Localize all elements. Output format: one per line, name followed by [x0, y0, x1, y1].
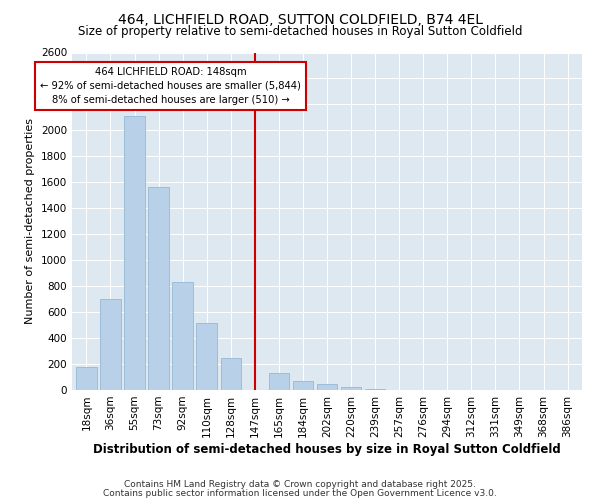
Text: Contains HM Land Registry data © Crown copyright and database right 2025.: Contains HM Land Registry data © Crown c… [124, 480, 476, 489]
Bar [100, 299, 121, 390]
Bar [317, 384, 337, 390]
Bar [76, 368, 97, 390]
Text: Contains public sector information licensed under the Open Government Licence v3: Contains public sector information licen… [103, 488, 497, 498]
Bar [172, 282, 193, 390]
Bar [148, 188, 169, 390]
Bar [221, 358, 241, 390]
Bar [124, 116, 145, 390]
Text: Size of property relative to semi-detached houses in Royal Sutton Coldfield: Size of property relative to semi-detach… [78, 25, 522, 38]
X-axis label: Distribution of semi-detached houses by size in Royal Sutton Coldfield: Distribution of semi-detached houses by … [93, 442, 561, 456]
Bar [269, 373, 289, 390]
Bar [341, 388, 361, 390]
Bar [365, 388, 385, 390]
Text: 464, LICHFIELD ROAD, SUTTON COLDFIELD, B74 4EL: 464, LICHFIELD ROAD, SUTTON COLDFIELD, B… [118, 12, 482, 26]
Text: 464 LICHFIELD ROAD: 148sqm
← 92% of semi-detached houses are smaller (5,844)
8% : 464 LICHFIELD ROAD: 148sqm ← 92% of semi… [40, 67, 301, 105]
Y-axis label: Number of semi-detached properties: Number of semi-detached properties [25, 118, 35, 324]
Bar [293, 381, 313, 390]
Bar [196, 322, 217, 390]
